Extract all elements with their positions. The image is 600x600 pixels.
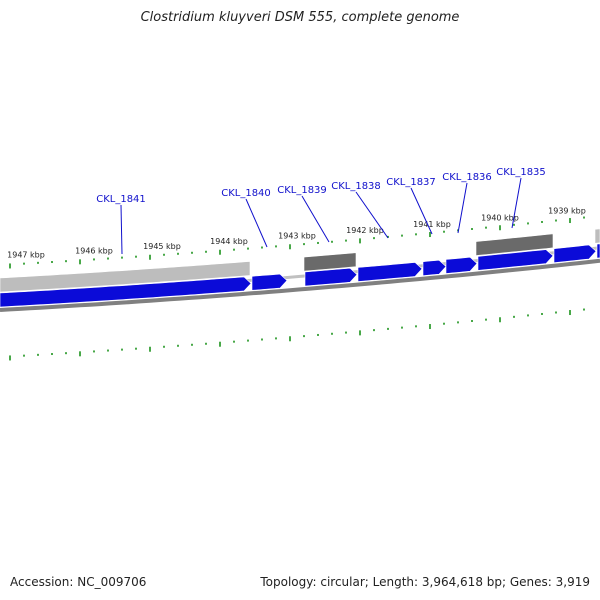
gene-label: CKL_1838 — [331, 181, 381, 192]
feature-track — [0, 228, 600, 308]
ruler-label: 1944 kbp — [210, 237, 248, 246]
feature-gray-right — [594, 228, 600, 244]
gene-leader-line — [457, 182, 468, 234]
gene-label: CKL_1835 — [496, 167, 546, 178]
backbone-lower — [0, 258, 600, 312]
map-title: Clostridium kluyveri DSM 555, complete g… — [140, 10, 460, 25]
gene-arrow — [553, 244, 597, 264]
gene-arrow — [445, 256, 478, 274]
accession-text: Accession: NC_009706 — [10, 575, 147, 589]
ruler-label: 1945 kbp — [143, 242, 181, 251]
gene-label: CKL_1836 — [442, 172, 492, 183]
feature-dark-1 — [303, 252, 357, 272]
gene-label: CKL_1837 — [386, 177, 436, 188]
gene-leader-line — [120, 204, 123, 255]
gene-leader-line — [355, 191, 389, 239]
gene-label: CKL_1839 — [277, 185, 327, 196]
gene-arrow — [0, 276, 252, 308]
gene-labels: 1947 kbp 1946 kbp 1945 kbp 1944 kbp 1943 kbp… — [7, 167, 586, 260]
gene-arrow — [422, 259, 447, 277]
ruler-ticks — [9, 216, 585, 361]
ruler-label: 1939 kbp — [548, 206, 586, 215]
gene-leader-line — [245, 198, 268, 248]
feature-gray-left — [0, 261, 251, 293]
ruler-label: 1940 kbp — [481, 213, 519, 222]
gene-leader-line — [410, 187, 433, 235]
ruler-label: 1947 kbp — [7, 251, 45, 260]
gene-leader-line — [511, 177, 522, 229]
ruler-label: 1943 kbp — [278, 232, 316, 241]
topology-text: Topology: circular; Length: 3,964,618 bp… — [260, 575, 590, 589]
ruler-label: 1942 kbp — [346, 226, 384, 235]
gene-arrow — [596, 243, 600, 259]
gene-label: CKL_1840 — [221, 188, 271, 199]
ruler-label: 1941 kbp — [413, 220, 451, 229]
gene-arrow — [357, 262, 423, 282]
gene-label: CKL_1841 — [96, 194, 146, 205]
gene-arrow — [477, 249, 554, 271]
feature-dark-2 — [475, 233, 554, 256]
ruler-label: 1946 kbp — [75, 246, 113, 255]
gene-arrow — [251, 273, 288, 291]
gene-arrow — [304, 267, 358, 287]
gene-leader-line — [301, 195, 330, 243]
